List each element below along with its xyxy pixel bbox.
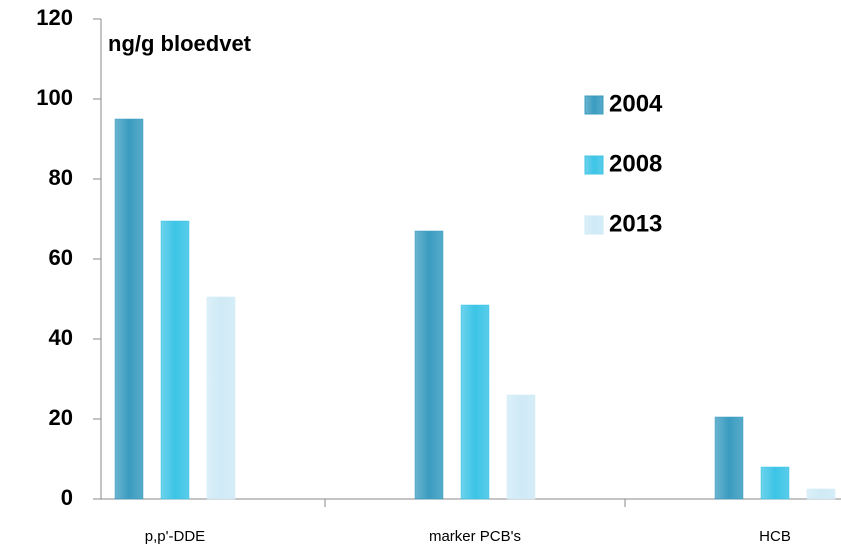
- y-tick-label: 0: [61, 485, 73, 510]
- x-tick-label: marker PCB's: [429, 528, 521, 545]
- x-tick-label: HCB: [759, 528, 791, 545]
- chart-title: ng/g bloedvet: [108, 31, 252, 56]
- y-tick-label: 120: [36, 5, 73, 30]
- bar: [114, 118, 144, 500]
- bar: [714, 416, 744, 500]
- legend-swatch: [584, 155, 604, 175]
- y-tick-label: 40: [49, 325, 73, 350]
- y-tick-label: 100: [36, 85, 73, 110]
- legend-swatch: [584, 95, 604, 115]
- bar: [506, 394, 536, 500]
- bar: [206, 296, 236, 500]
- bar: [160, 220, 190, 500]
- y-tick-label: 60: [49, 245, 73, 270]
- bar: [806, 488, 836, 500]
- x-tick-label: p,p'-DDE: [145, 528, 205, 545]
- legend-label: 2008: [609, 150, 662, 177]
- legend-swatch: [584, 215, 604, 235]
- bar: [760, 466, 790, 500]
- bar: [414, 230, 444, 500]
- legend-label: 2004: [609, 90, 663, 117]
- legend-label: 2013: [609, 210, 662, 237]
- bar: [460, 304, 490, 500]
- y-tick-label: 80: [49, 165, 73, 190]
- y-tick-label: 20: [49, 405, 73, 430]
